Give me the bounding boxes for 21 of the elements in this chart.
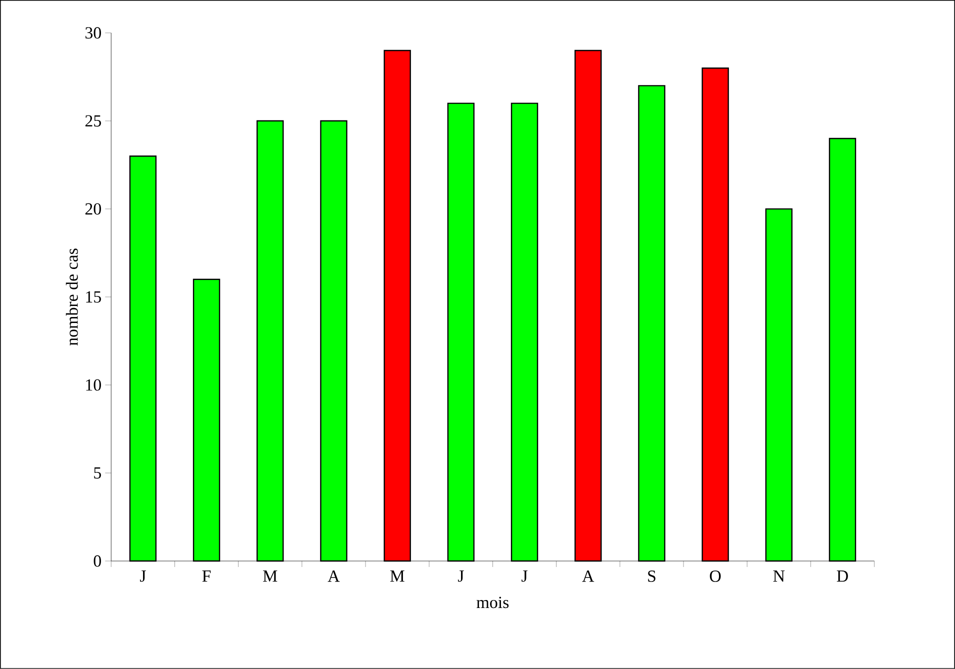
- x-tick-label: S: [648, 570, 656, 582]
- y-tick-label: 20: [85, 203, 101, 215]
- y-tick-label: 15: [86, 291, 101, 303]
- y-tick-label: 30: [85, 27, 101, 39]
- x-tick-label: J: [522, 570, 528, 582]
- x-tick-label: A: [328, 570, 340, 582]
- x-tick-label: M: [390, 570, 404, 582]
- x-tick-label: F: [202, 570, 211, 582]
- x-tick-label: A: [582, 570, 594, 582]
- y-tick-label: 10: [86, 379, 101, 391]
- x-tick-label: M: [263, 570, 278, 582]
- x-tick-label: D: [836, 570, 848, 582]
- y-tick-label: 0: [94, 555, 101, 567]
- x-tick-label: J: [140, 570, 146, 582]
- y-axis-title: nombre de cas: [66, 248, 78, 346]
- y-tick-label: 25: [85, 115, 101, 127]
- x-tick-label: O: [710, 570, 721, 582]
- x-axis-title: mois: [476, 596, 509, 608]
- x-tick-label: J: [458, 570, 464, 582]
- y-tick-label: 5: [94, 467, 101, 479]
- x-tick-label: N: [773, 570, 785, 582]
